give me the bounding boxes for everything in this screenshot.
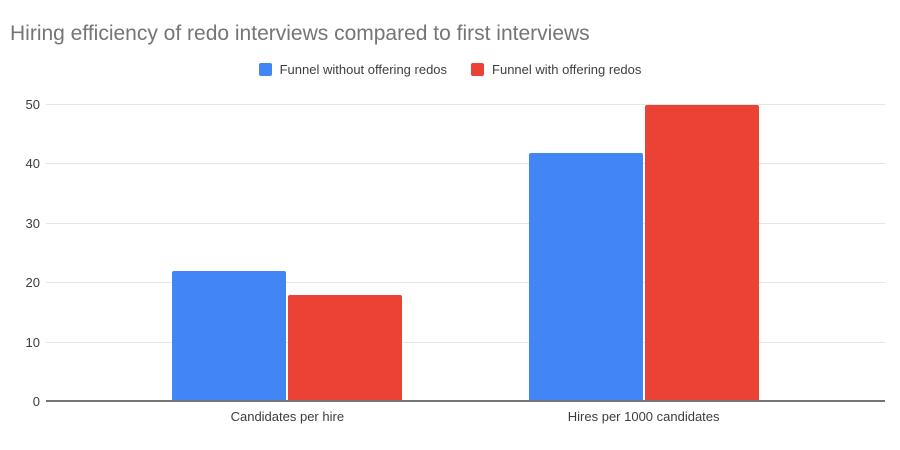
y-tick-label: 10 [25,334,40,350]
bar-group [528,105,759,402]
legend-item: Funnel with offering redos [471,62,641,77]
bar-group [172,105,403,402]
x-axis-baseline [46,400,885,402]
legend-item: Funnel without offering redos [258,62,448,77]
gridline [46,222,885,224]
bar [172,271,287,402]
y-tick-label: 30 [25,215,40,231]
gridline [46,163,885,165]
y-tick-label: 20 [25,275,40,291]
y-axis: 0 10 20 30 40 50 [0,0,40,450]
bar [528,152,643,402]
gridline [46,104,885,105]
legend-label: Funnel without offering redos [279,62,448,77]
y-tick-label: 0 [32,394,40,409]
plot-area [46,104,885,402]
legend-swatch-icon [471,63,485,76]
gridline [46,282,885,284]
y-tick-label: 40 [25,156,40,172]
bar-groups [46,105,885,402]
x-category-label: Hires per 1000 candidates [567,409,720,424]
bar [288,295,403,402]
chart-title: Hiring efficiency of redo interviews com… [10,22,590,45]
chart-legend: Funnel without offering redos Funnel with… [0,62,900,77]
bar [644,105,759,402]
x-axis-labels: Candidates per hire Hires per 1000 candid… [46,409,885,424]
legend-label: Funnel with offering redos [492,62,642,77]
y-tick-label: 50 [25,97,40,112]
x-category-label: Candidates per hire [230,409,345,424]
legend-swatch-icon [258,63,272,76]
gridline [46,341,885,343]
